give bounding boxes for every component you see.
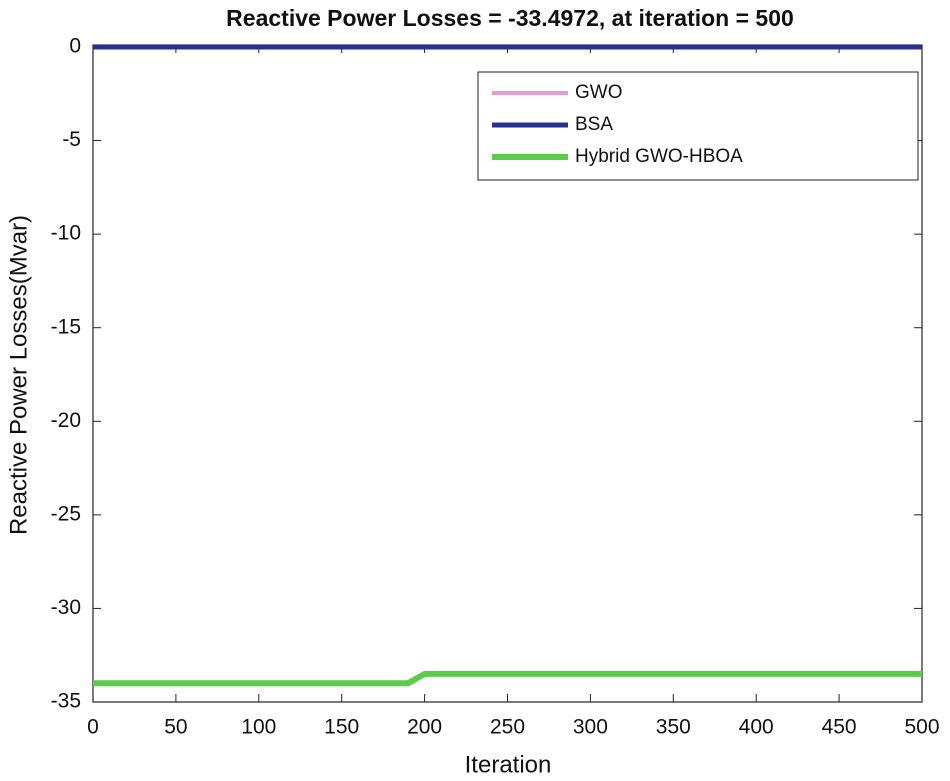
y-tick-label: -35	[51, 690, 81, 713]
x-tick-label: 50	[164, 716, 187, 739]
y-tick-label: 0	[69, 35, 81, 58]
x-axis-label: Iteration	[465, 751, 552, 778]
y-tick-label: -15	[51, 315, 81, 338]
y-tick-label: -20	[51, 409, 81, 432]
y-tick-label: -10	[51, 222, 81, 245]
y-tick-label: -5	[62, 128, 81, 151]
x-tick-label: 400	[739, 716, 774, 739]
x-tick-label: 250	[490, 716, 525, 739]
series-line	[93, 670, 922, 687]
legend-label: GWO	[575, 82, 623, 103]
x-tick-label: 150	[324, 716, 359, 739]
legend-label: Hybrid GWO-HBOA	[575, 146, 743, 167]
x-tick-label: 200	[407, 716, 442, 739]
x-tick-label: 450	[822, 716, 857, 739]
x-tick-label: 350	[656, 716, 691, 739]
y-axis-label: Reactive Power Losses(Mvar)	[5, 215, 32, 535]
legend-label: BSA	[575, 114, 613, 135]
x-tick-label: 300	[573, 716, 608, 739]
x-tick-label: 0	[87, 716, 99, 739]
x-tick-label: 500	[904, 716, 939, 739]
x-tick-label: 100	[241, 716, 276, 739]
chart-title: Reactive Power Losses = -33.4972, at ite…	[226, 5, 794, 31]
y-tick-label: -25	[51, 502, 81, 525]
y-tick-label: -30	[51, 596, 81, 619]
